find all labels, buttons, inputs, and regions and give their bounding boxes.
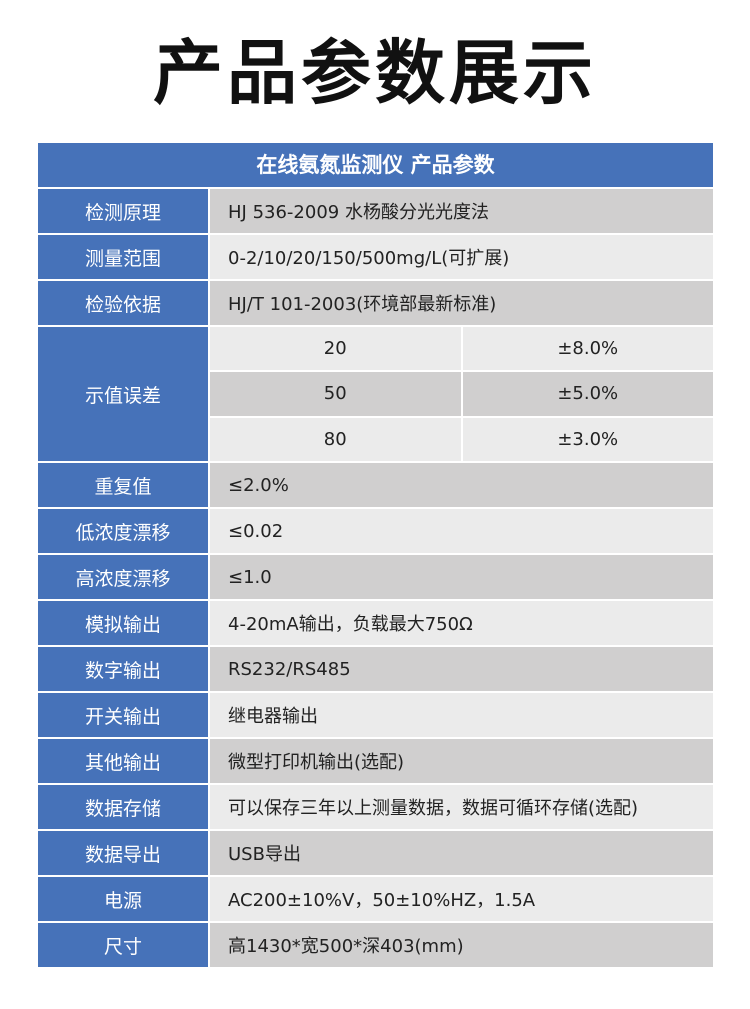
error-value: ±3.0%: [462, 417, 713, 461]
table-row: 开关输出 继电器输出: [38, 693, 713, 737]
table-row: 其他输出 微型打印机输出(选配): [38, 739, 713, 783]
row-label: 开关输出: [38, 693, 208, 737]
row-label: 低浓度漂移: [38, 509, 208, 553]
concentration-value: 80: [210, 417, 461, 461]
error-value: ±5.0%: [462, 372, 713, 416]
row-label: 测量范围: [38, 235, 208, 279]
table-row: 检验依据 HJ/T 101-2003(环境部最新标准): [38, 281, 713, 325]
row-value: ≤0.02: [210, 509, 713, 553]
table-header: 在线氨氮监测仪 产品参数: [38, 143, 713, 187]
row-label: 高浓度漂移: [38, 555, 208, 599]
table-row: 高浓度漂移 ≤1.0: [38, 555, 713, 599]
row-label: 数字输出: [38, 647, 208, 691]
row-value: 高1430*宽500*深403(mm): [210, 923, 713, 967]
parameter-table: 在线氨氮监测仪 产品参数 检测原理 HJ 536-2009 水杨酸分光光度法 测量范…: [38, 143, 713, 969]
table-row: 尺寸 高1430*宽500*深403(mm): [38, 923, 713, 967]
table-row: 模拟输出 4-20mA输出，负载最大750Ω: [38, 601, 713, 645]
row-value: HJ 536-2009 水杨酸分光光度法: [210, 189, 713, 233]
error-subrow: 80 ±3.0%: [210, 417, 713, 461]
row-label: 电源: [38, 877, 208, 921]
row-value: 继电器输出: [210, 693, 713, 737]
row-label: 数据导出: [38, 831, 208, 875]
row-label: 重复值: [38, 463, 208, 507]
row-value: RS232/RS485: [210, 647, 713, 691]
row-value: USB导出: [210, 831, 713, 875]
row-label: 模拟输出: [38, 601, 208, 645]
table-row: 低浓度漂移 ≤0.02: [38, 509, 713, 553]
row-value: 0-2/10/20/150/500mg/L(可扩展): [210, 235, 713, 279]
error-value: ±8.0%: [462, 327, 713, 371]
row-label: 尺寸: [38, 923, 208, 967]
row-label: 检测原理: [38, 189, 208, 233]
row-label: 其他输出: [38, 739, 208, 783]
error-subrow: 50 ±5.0%: [210, 372, 713, 416]
row-value: 微型打印机输出(选配): [210, 739, 713, 783]
table-row: 数据导出 USB导出: [38, 831, 713, 875]
error-subrow: 20 ±8.0%: [210, 327, 713, 371]
concentration-value: 20: [210, 327, 461, 371]
row-label: 示值误差: [38, 327, 208, 461]
row-label: 检验依据: [38, 281, 208, 325]
page-title: 产品参数展示: [153, 32, 597, 114]
table-row: 数据存储 可以保存三年以上测量数据，数据可循环存储(选配): [38, 785, 713, 829]
row-label: 数据存储: [38, 785, 208, 829]
row-value: 可以保存三年以上测量数据，数据可循环存储(选配): [210, 785, 713, 829]
row-value: 4-20mA输出，负载最大750Ω: [210, 601, 713, 645]
concentration-value: 50: [210, 372, 461, 416]
table-row: 电源 AC200±10%V，50±10%HZ，1.5A: [38, 877, 713, 921]
row-value: AC200±10%V，50±10%HZ，1.5A: [210, 877, 713, 921]
row-value: ≤2.0%: [210, 463, 713, 507]
table-row-error: 示值误差 20 ±8.0% 50 ±5.0% 80 ±3.0%: [38, 327, 713, 461]
row-value: ≤1.0: [210, 555, 713, 599]
table-row: 检测原理 HJ 536-2009 水杨酸分光光度法: [38, 189, 713, 233]
table-row: 重复值 ≤2.0%: [38, 463, 713, 507]
table-row: 测量范围 0-2/10/20/150/500mg/L(可扩展): [38, 235, 713, 279]
table-row: 数字输出 RS232/RS485: [38, 647, 713, 691]
row-value: HJ/T 101-2003(环境部最新标准): [210, 281, 713, 325]
